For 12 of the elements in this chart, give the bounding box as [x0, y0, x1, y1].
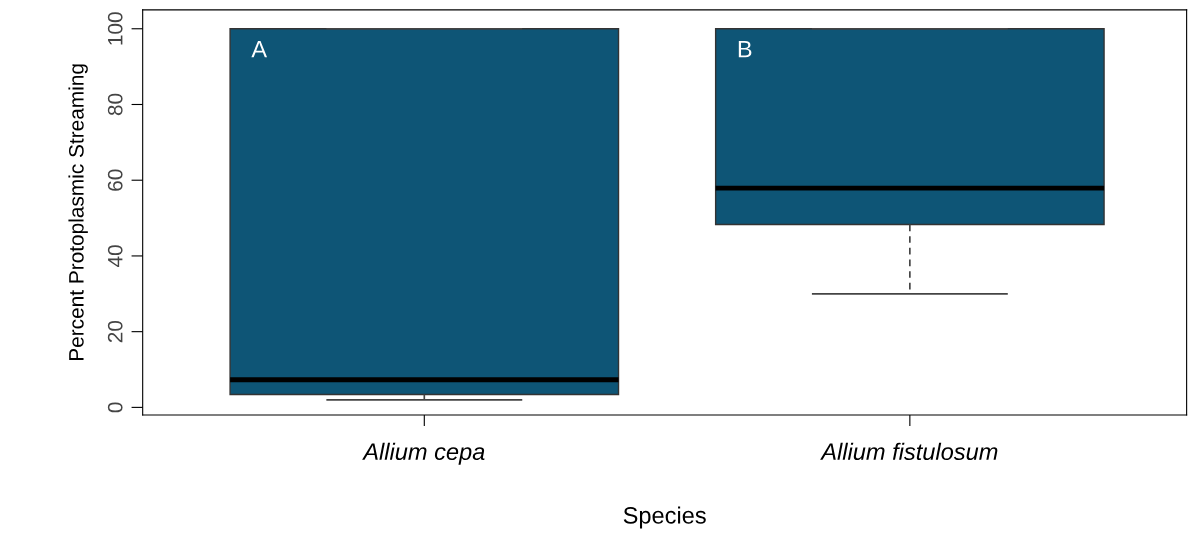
y-axis-title: Percent Protoplasmic Streaming — [68, 64, 88, 361]
x-axis-title: Species — [623, 506, 706, 529]
y-tick-label: 40 — [107, 245, 123, 268]
annotation: B — [738, 40, 752, 58]
y-tick-label: 100 — [107, 12, 123, 45]
y-tick-label: 80 — [107, 93, 123, 116]
x-tick-label: Allium fistulosum — [820, 442, 998, 461]
annotation: A — [251, 40, 268, 58]
x-tick-label: Allium cepa — [362, 442, 485, 465]
y-tick-label: 20 — [107, 320, 123, 343]
y-tick-label: 60 — [107, 169, 123, 191]
y-tick-label: 0 — [107, 402, 123, 413]
